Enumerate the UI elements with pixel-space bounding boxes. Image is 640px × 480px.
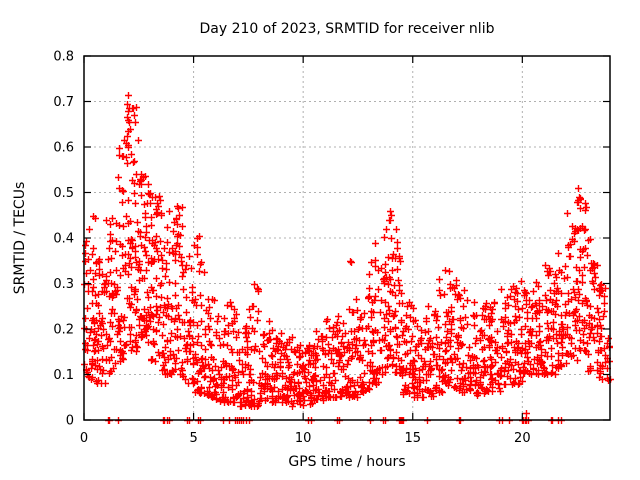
chart-title: Day 210 of 2023, SRMTID for receiver nli… (199, 21, 495, 37)
x-tick-label: 0 (80, 431, 88, 446)
y-tick-label: 0.8 (53, 50, 74, 65)
y-tick-label: 0.6 (53, 141, 74, 156)
y-tick-label: 0.7 (53, 95, 74, 110)
y-tick-label: 0.4 (53, 232, 74, 247)
y-tick-label: 0 (66, 414, 74, 429)
y-tick-label: 0.1 (53, 368, 74, 383)
y-tick-label: 0.3 (53, 277, 74, 292)
x-tick-label: 20 (514, 431, 531, 446)
x-axis-label: GPS time / hours (288, 454, 406, 470)
y-tick-label: 0.2 (53, 323, 74, 338)
x-tick-label: 15 (404, 431, 421, 446)
y-tick-label: 0.5 (53, 186, 74, 201)
x-tick-label: 5 (189, 431, 197, 446)
scatter-points (81, 92, 614, 424)
x-tick-label: 10 (295, 431, 312, 446)
